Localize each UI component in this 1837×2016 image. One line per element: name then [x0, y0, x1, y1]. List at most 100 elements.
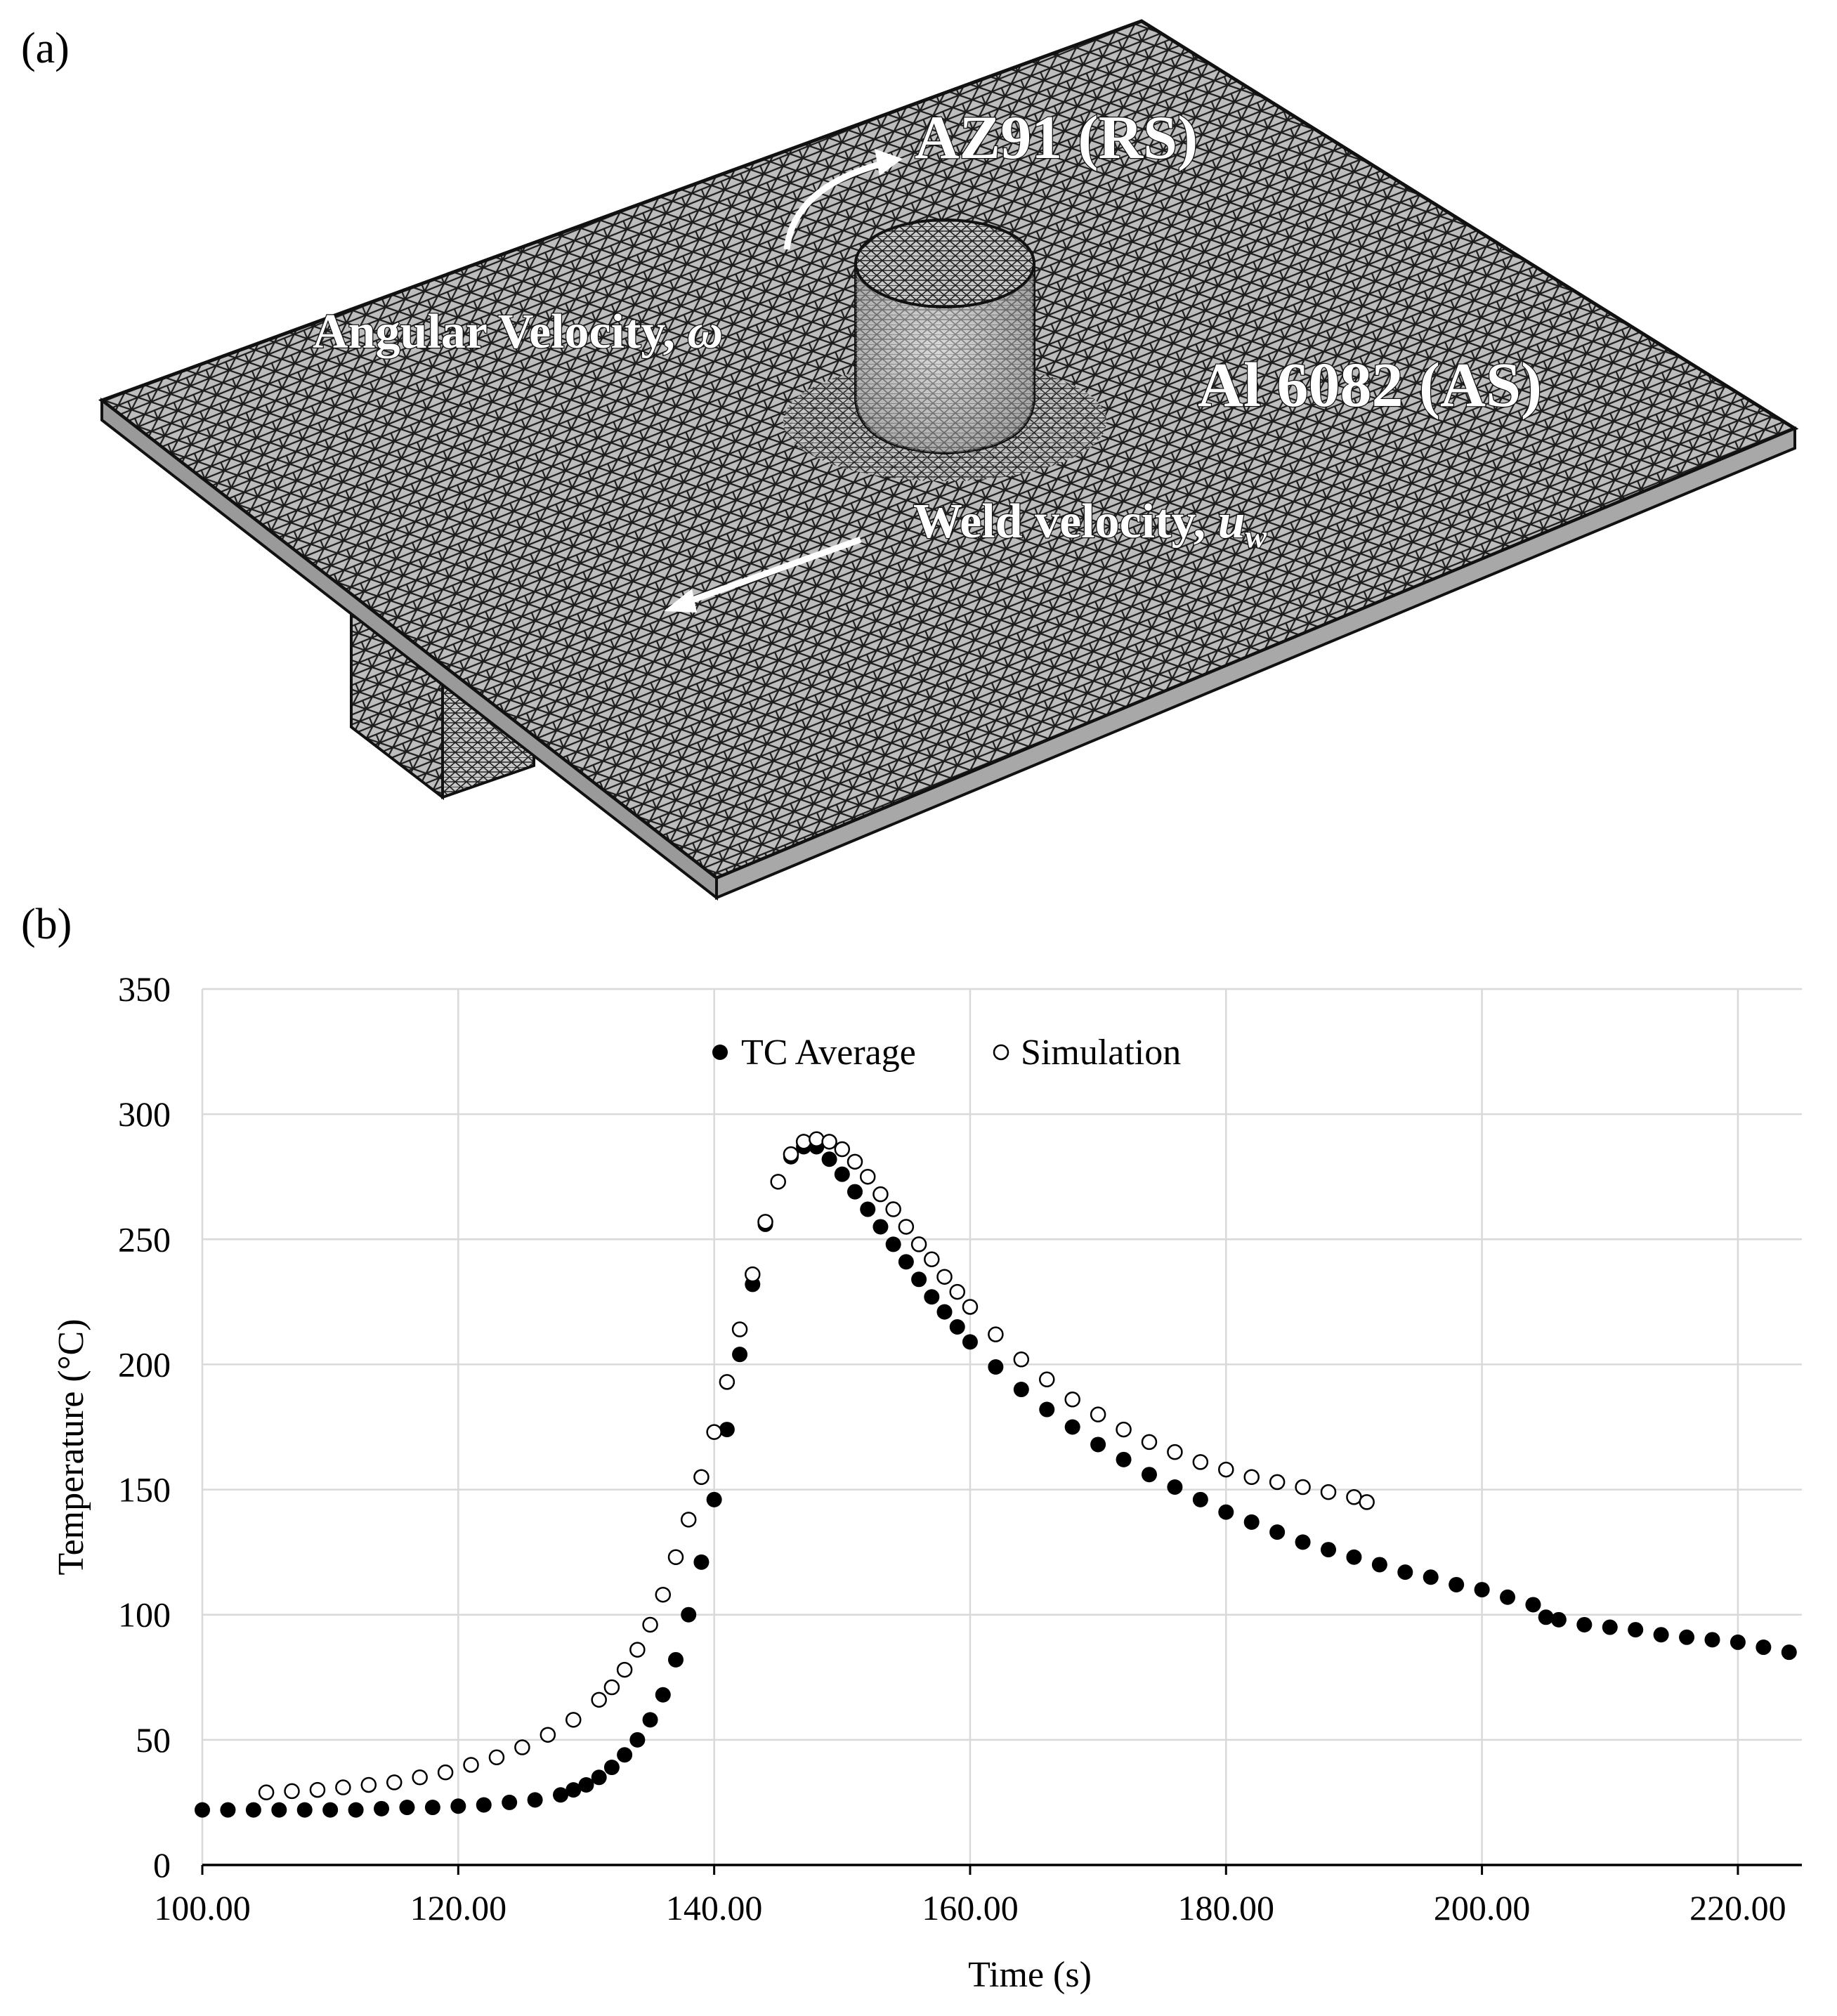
simulation-point — [566, 1712, 582, 1728]
tc-average-point — [527, 1792, 543, 1808]
simulation-point — [872, 1186, 889, 1203]
tc-average-point — [374, 1800, 390, 1817]
series-tc-average — [195, 1139, 1797, 1818]
simulation-point — [1295, 1479, 1311, 1495]
tc-average-point — [424, 1800, 440, 1816]
tc-average-point — [603, 1760, 620, 1776]
tc-average-point — [1781, 1644, 1797, 1661]
simulation-point — [821, 1134, 837, 1150]
tc-average-point — [1371, 1557, 1387, 1573]
tc-average-point — [1269, 1524, 1286, 1540]
simulation-point — [412, 1769, 428, 1786]
tc-average-point — [745, 1276, 761, 1292]
tc-average-point — [1576, 1616, 1593, 1632]
simulation-point — [898, 1219, 915, 1235]
tc-average-point — [1704, 1632, 1720, 1648]
simulation-point — [1116, 1421, 1132, 1438]
tc-average-point — [245, 1802, 261, 1818]
simulation-point — [603, 1679, 620, 1696]
simulation-point — [988, 1326, 1004, 1342]
tc-average-point — [1525, 1597, 1541, 1613]
simulation-point — [1064, 1392, 1080, 1408]
tc-average-point — [322, 1802, 339, 1818]
tc-average-point — [399, 1800, 415, 1816]
tc-average-point — [553, 1787, 569, 1803]
simulation-point — [667, 1549, 684, 1566]
panel-label-b: (b) — [21, 901, 72, 948]
y-tick-label: 250 — [118, 1219, 171, 1259]
simulation-point — [1269, 1474, 1286, 1491]
tc-average-point — [1423, 1569, 1439, 1585]
tc-average-point — [1397, 1564, 1413, 1580]
simulation-point — [655, 1586, 672, 1603]
tc-average-point — [757, 1216, 773, 1232]
tc-average-point — [1167, 1479, 1183, 1495]
x-axis-title: Time (s) — [968, 1955, 1092, 1995]
chart-legend: TC Average Simulation — [712, 1033, 1181, 1073]
simulation-point — [360, 1776, 377, 1793]
tc-average-point — [578, 1776, 594, 1793]
tc-average-point — [667, 1651, 684, 1668]
legend-marker-simulation — [993, 1044, 1009, 1061]
tc-average-point — [195, 1802, 210, 1818]
simulation-point — [629, 1642, 646, 1658]
simulation-point — [834, 1141, 851, 1158]
simulation-point — [731, 1321, 748, 1337]
tc-average-point — [1500, 1589, 1516, 1605]
chart-series — [195, 1131, 1797, 1818]
tc-average-point — [834, 1166, 850, 1182]
simulation-point — [770, 1174, 786, 1190]
simulation-point — [680, 1512, 697, 1528]
y-tick-label: 350 — [118, 969, 171, 1009]
tc-average-point — [591, 1769, 607, 1786]
tc-average-point — [872, 1219, 889, 1235]
tc-average-point — [296, 1802, 313, 1818]
simulation-point — [284, 1783, 300, 1800]
tc-average-point — [885, 1236, 901, 1252]
simulation-point — [924, 1251, 940, 1268]
simulation-point — [949, 1283, 965, 1300]
tc-average-point — [809, 1139, 825, 1155]
tc-average-point — [1243, 1514, 1260, 1530]
tc-average-point — [847, 1184, 863, 1200]
y-tick-label: 0 — [153, 1845, 171, 1885]
tc-average-point — [617, 1747, 633, 1763]
plate-material-label: Al 6082 (AS) — [1198, 351, 1542, 420]
simulation-point — [706, 1424, 722, 1440]
y-tick-label: 300 — [118, 1094, 171, 1134]
simulation-point — [591, 1691, 607, 1708]
simulation-point — [1039, 1371, 1055, 1388]
simulation-point — [488, 1749, 505, 1766]
weld-velocity-label: Weld velocity, uw — [913, 495, 1267, 554]
tc-average-point — [1538, 1609, 1554, 1625]
simulation-point — [809, 1131, 825, 1148]
tc-average-point — [706, 1491, 722, 1507]
panel-label-a: (a) — [21, 25, 70, 72]
x-tick-label: 100.00 — [154, 1888, 251, 1927]
simulation-point — [1090, 1406, 1106, 1422]
tc-average-point — [681, 1606, 697, 1623]
simulation-point — [514, 1739, 530, 1755]
tc-average-point — [783, 1148, 799, 1165]
tc-average-point — [1730, 1634, 1746, 1650]
weld-velocity-arrow — [664, 536, 862, 613]
x-tick-label: 180.00 — [1178, 1888, 1275, 1927]
simulation-point — [258, 1784, 275, 1800]
simulation-point — [1359, 1494, 1375, 1510]
tc-average-point — [1192, 1491, 1208, 1507]
simulation-point — [719, 1374, 736, 1390]
simulation-point — [783, 1146, 799, 1163]
simulation-point — [846, 1153, 863, 1170]
simulation-point — [795, 1134, 812, 1150]
simulation-point — [885, 1201, 901, 1217]
y-axis-title: Temperature (°C) — [51, 1318, 91, 1575]
simulation-point — [463, 1757, 479, 1773]
tc-average-point — [719, 1422, 735, 1438]
legend-label-simulation: Simulation — [1021, 1033, 1181, 1073]
simulation-point — [1218, 1461, 1234, 1478]
tool-material-label: AZ91 (RS) — [915, 104, 1198, 172]
simulation-point — [437, 1764, 454, 1781]
tc-average-point — [911, 1271, 927, 1288]
simulation-point — [1346, 1489, 1362, 1505]
series-simulation — [258, 1131, 1375, 1800]
